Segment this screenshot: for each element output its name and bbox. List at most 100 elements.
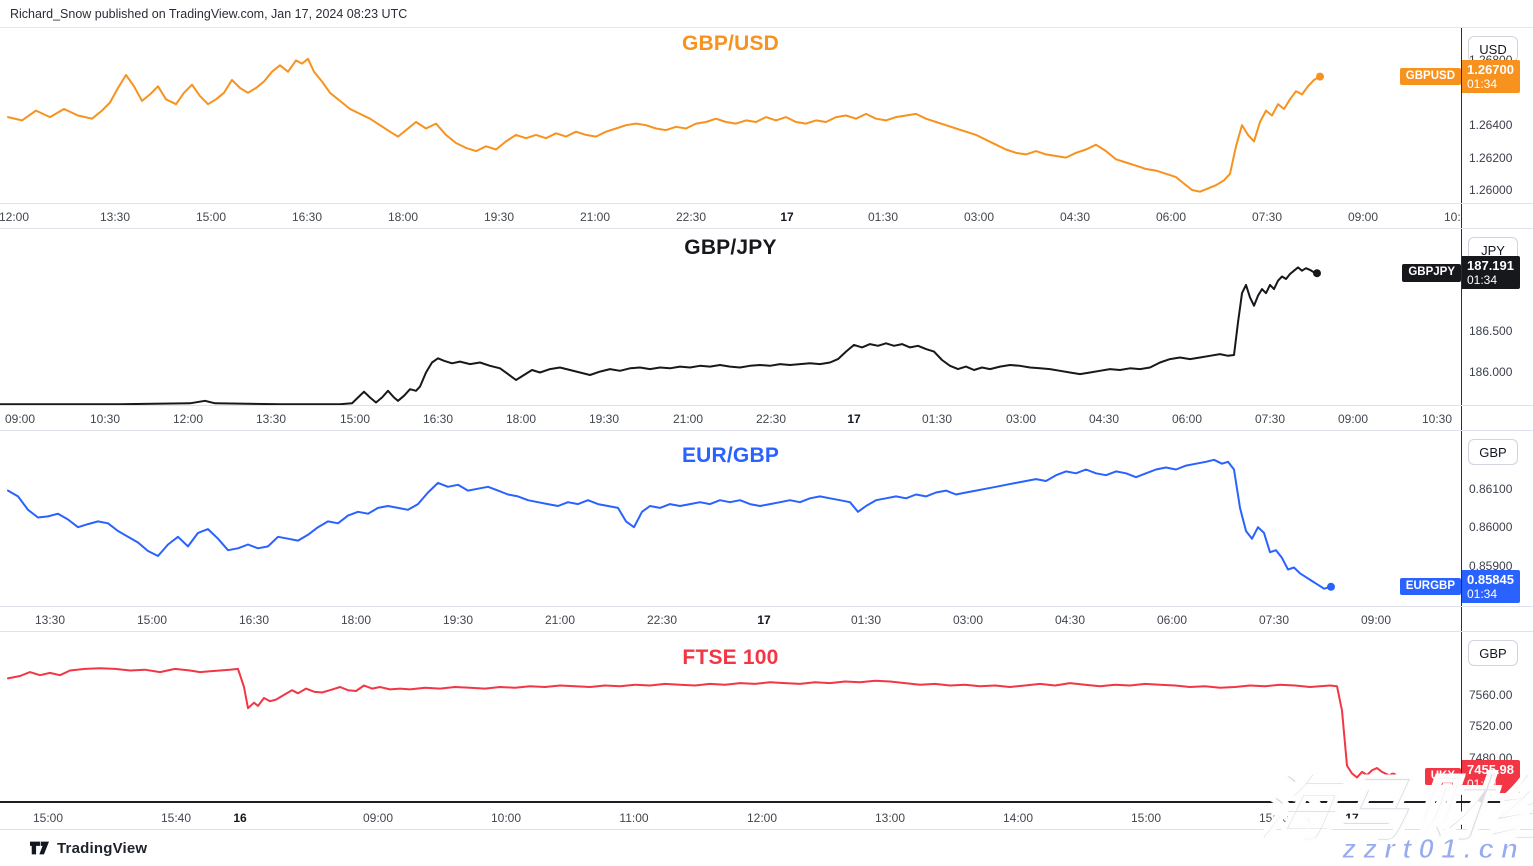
attribution-text: Richard_Snow published on TradingView.co… xyxy=(10,6,408,21)
time-tick-gbpusd: 07:30 xyxy=(1251,210,1283,224)
time-tick-ukx: 12:00 xyxy=(746,811,778,825)
last-price-label-gbpusd: 1.26700 01:34 xyxy=(1462,59,1520,93)
time-tick-gbpusd: 22:30 xyxy=(675,210,707,224)
time-tick-gbpjpy: 06:00 xyxy=(1171,412,1203,426)
tradingview-wordmark: TradingView xyxy=(57,839,148,857)
time-tick-gbpjpy: 19:30 xyxy=(588,412,620,426)
time-axis-row-ukx: 15:00 15:40 16 09:00 10:00 11:00 12:00 13:00 14:… xyxy=(0,801,1533,830)
time-tick-gbpusd: 04:30 xyxy=(1059,210,1091,224)
price-line-eurgbp xyxy=(7,458,1332,590)
time-tick-ukx: 11:00 xyxy=(619,811,649,825)
tradingview-logo[interactable]: TradingView xyxy=(30,840,147,857)
symbol-tag-eurgbp: EURGBP xyxy=(1399,577,1461,596)
time-tick-eurgbp: 09:00 xyxy=(1360,613,1392,627)
time-tick-ukx: 17 xyxy=(1345,811,1359,825)
time-tick-gbpusd: 21:00 xyxy=(579,210,611,224)
time-axis-row-gbpjpy: 09:00 10:30 12:00 13:30 15:00 16:30 18:00 19:30… xyxy=(0,405,1533,431)
time-tick-ukx: 15:00 xyxy=(1130,811,1162,825)
time-tick-eurgbp: 18:00 xyxy=(340,613,372,627)
last-price-value-ukx: 7455.98 xyxy=(1467,761,1514,777)
time-tick-ukx: 15:00 xyxy=(32,811,64,825)
time-tick-gbpusd: 12:00 xyxy=(0,210,30,224)
time-axis-corner-gbpjpy xyxy=(1461,406,1533,430)
time-tick-gbpjpy: 17 xyxy=(847,412,861,426)
time-tick-eurgbp: 06:00 xyxy=(1156,613,1188,627)
time-tick-eurgbp: 13:30 xyxy=(34,613,66,627)
time-tick-gbpusd: 17 xyxy=(780,210,794,224)
time-tick-eurgbp: 01:30 xyxy=(850,613,882,627)
time-axis-corner-gbpusd xyxy=(1461,204,1533,228)
time-tick-gbpjpy: 03:00 xyxy=(1005,412,1037,426)
time-tick-gbpusd: 10:30 xyxy=(1443,210,1461,224)
time-tick-ukx: 15:40 xyxy=(160,811,192,825)
time-tick-ukx: 14:00 xyxy=(1002,811,1034,825)
tradingview-logo-icon xyxy=(30,841,49,855)
price-tick-eurgbp: 0.86100 xyxy=(1469,481,1513,496)
time-tick-gbpusd: 19:30 xyxy=(483,210,515,224)
time-tick-gbpjpy: 07:30 xyxy=(1254,412,1286,426)
chart-area-gbpusd[interactable]: GBP/USD GBPUSD xyxy=(0,28,1461,203)
last-price-dot-ukx xyxy=(1389,772,1397,781)
last-price-value-eurgbp: 0.85845 xyxy=(1467,571,1514,587)
currency-button-ukx[interactable]: GBP xyxy=(1468,640,1518,666)
last-price-dot-gbpusd xyxy=(1316,72,1324,81)
time-tick-eurgbp: 17 xyxy=(757,613,771,627)
chart-row-eurgbp: EUR/GBP EURGBP GBP 0.86100 0.86000 0.85900 0.8… xyxy=(0,431,1533,606)
last-price-dot-eurgbp xyxy=(1327,582,1335,591)
chart-row-gbpusd: GBP/USDGBPUSDUSD1.268001.264001.262001.2… xyxy=(0,28,1533,203)
time-tick-gbpusd: 06:00 xyxy=(1155,210,1187,224)
price-scale-eurgbp[interactable]: GBP 0.86100 0.86000 0.85900 0.85845 01:34 xyxy=(1461,431,1533,606)
panel-ukx: FTSE 100 UKX GBP 7560.00 7520.00 7480.00 7455.… xyxy=(0,632,1533,830)
time-tick-gbpjpy: 22:30 xyxy=(755,412,787,426)
time-axis-corner-eurgbp xyxy=(1461,607,1533,631)
time-tick-eurgbp: 07:30 xyxy=(1258,613,1290,627)
chart-panels: GBP/USDGBPUSDUSD1.268001.264001.262001.2… xyxy=(0,28,1533,830)
time-axis-row-gbpusd: 12:00 13:30 15:00 16:30 18:00 19:30 21:00 22:30… xyxy=(0,203,1533,229)
currency-button-eurgbp[interactable]: GBP xyxy=(1468,439,1518,465)
time-tick-gbpjpy: 09:00 xyxy=(1337,412,1369,426)
time-tick-gbpusd: 03:00 xyxy=(963,210,995,224)
bar-countdown-gbpusd: 01:34 xyxy=(1467,76,1498,91)
time-tick-gbpusd: 09:00 xyxy=(1347,210,1379,224)
time-tick-gbpjpy: 15:00 xyxy=(339,412,371,426)
chart-area-gbpjpy[interactable]: GBP/JPY GBPJPY xyxy=(0,229,1461,405)
last-price-label-gbpjpy: 187.191 01:34 xyxy=(1462,256,1520,290)
time-tick-gbpjpy: 04:30 xyxy=(1088,412,1120,426)
footer: TradingView xyxy=(0,830,1533,866)
price-tick-gbpjpy: 186.500 xyxy=(1469,323,1513,338)
time-axis-ukx[interactable]: 15:00 15:40 16 09:00 10:00 11:00 12:00 13:00 14:… xyxy=(0,803,1461,829)
time-axis-gbpusd[interactable]: 12:00 13:30 15:00 16:30 18:00 19:30 21:00 22:30… xyxy=(0,204,1461,228)
price-scale-gbpjpy[interactable]: JPY 186.500 186.000 187.191 01:34 xyxy=(1461,229,1533,405)
last-price-label-ukx: 7455.98 01:34 xyxy=(1462,759,1520,793)
time-tick-ukx: 15:40 xyxy=(1258,811,1290,825)
last-price-value-gbpjpy: 187.191 xyxy=(1467,258,1514,274)
price-scale-ukx[interactable]: GBP 7560.00 7520.00 7480.00 7455.98 01:34 xyxy=(1461,632,1533,801)
price-tick-gbpjpy: 186.000 xyxy=(1469,365,1513,380)
bar-countdown-eurgbp: 01:34 xyxy=(1467,586,1498,601)
symbol-tag-gbpjpy: GBPJPY xyxy=(1402,264,1461,282)
price-line-gbpusd xyxy=(7,57,1321,193)
time-axis-eurgbp[interactable]: 13:30 15:00 16:30 18:00 19:30 21:00 22:30 17 01:… xyxy=(0,607,1461,631)
price-line-ukx xyxy=(7,667,1394,779)
time-axis-gbpjpy[interactable]: 09:00 10:30 12:00 13:30 15:00 16:30 18:00 19:30… xyxy=(0,406,1461,430)
chart-row-gbpjpy: GBP/JPY GBPJPY JPY 186.500 186.000 187.191 01:… xyxy=(0,229,1533,405)
series-plot-gbpjpy xyxy=(0,266,1321,405)
panel-gbpusd: GBP/USDGBPUSDUSD1.268001.264001.262001.2… xyxy=(0,28,1533,229)
time-tick-gbpjpy: 01:30 xyxy=(921,412,953,426)
chart-area-ukx[interactable]: FTSE 100 UKX xyxy=(0,632,1461,801)
price-scale-gbpusd[interactable]: USD1.268001.264001.262001.260001.2670001… xyxy=(1461,28,1533,203)
time-tick-gbpjpy: 10:30 xyxy=(1421,412,1453,426)
time-tick-gbpusd: 13:30 xyxy=(99,210,131,224)
time-tick-gbpusd: 16:30 xyxy=(291,210,323,224)
time-tick-gbpjpy: 13:30 xyxy=(255,412,287,426)
price-tick-gbpusd: 1.26200 xyxy=(1469,150,1513,165)
time-tick-gbpusd: 18:00 xyxy=(387,210,419,224)
last-price-label-eurgbp: 0.85845 01:34 xyxy=(1462,569,1520,603)
panel-gbpjpy: GBP/JPY GBPJPY JPY 186.500 186.000 187.191 01:… xyxy=(0,229,1533,431)
chart-area-eurgbp[interactable]: EUR/GBP EURGBP xyxy=(0,431,1461,606)
price-tick-ukx: 7560.00 xyxy=(1469,687,1513,702)
time-tick-gbpjpy: 16:30 xyxy=(422,412,454,426)
time-tick-gbpjpy: 10:30 xyxy=(89,412,121,426)
time-tick-eurgbp: 03:00 xyxy=(952,613,984,627)
time-tick-eurgbp: 04:30 xyxy=(1054,613,1086,627)
